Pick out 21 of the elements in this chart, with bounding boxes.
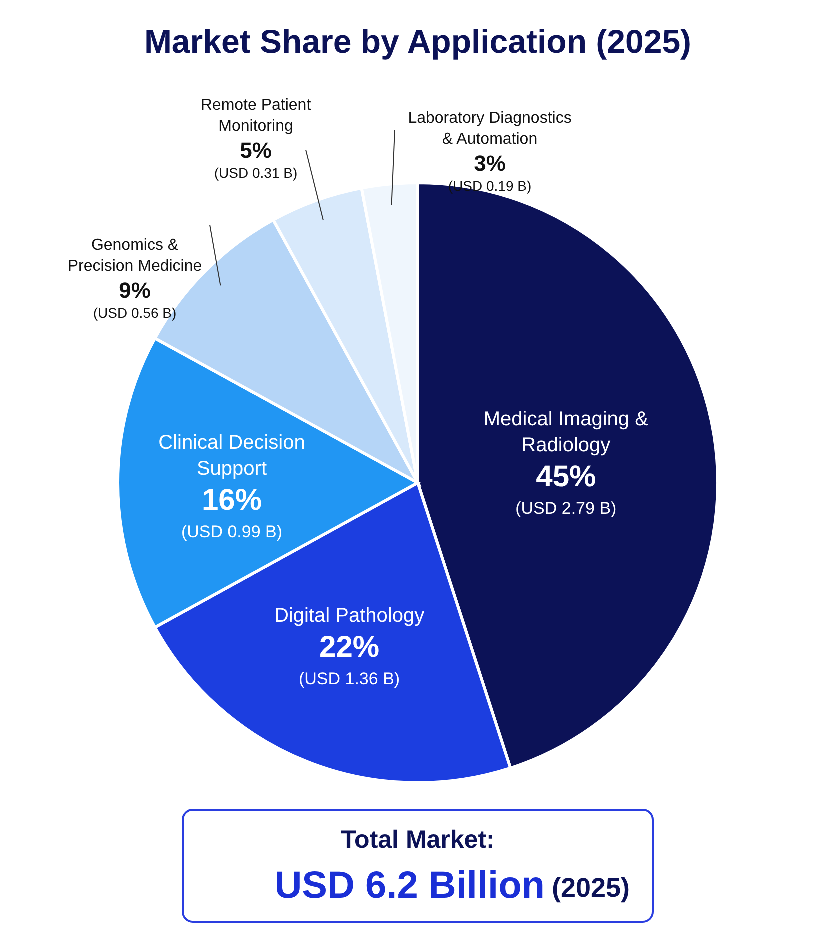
text: (USD 0.99 B) [181,522,283,542]
data-label: 22% [320,630,380,664]
slice-label: Laboratory Diagnostics & Automation [408,110,572,148]
data-label: 5% [240,138,272,163]
text: (2025) [552,873,630,903]
text: (USD 2.79 B) [516,499,617,518]
slice-label: Medical Imaging & Radiology [484,408,650,457]
text: USD 6.2 Billion [274,865,545,907]
slice-label: Remote Patient Monitoring [200,97,312,135]
data-label: 3% [474,151,506,176]
text: Total Market: [341,826,495,854]
slice-label: Clinical Decision Support [158,432,306,480]
text: (USD 1.36 B) [298,669,400,688]
data-label: 45% [536,460,596,494]
text: (USD 0.56 B) [93,305,177,322]
data-label: 16% [202,484,262,517]
data-label: 9% [119,278,151,303]
text: (USD 0.31 B) [214,165,298,182]
chart-title: Market Share by Application (2025) [144,23,692,60]
slice-label: Genomics & Precision Medicine [68,237,202,275]
slice-label: Digital Pathology [274,604,425,627]
